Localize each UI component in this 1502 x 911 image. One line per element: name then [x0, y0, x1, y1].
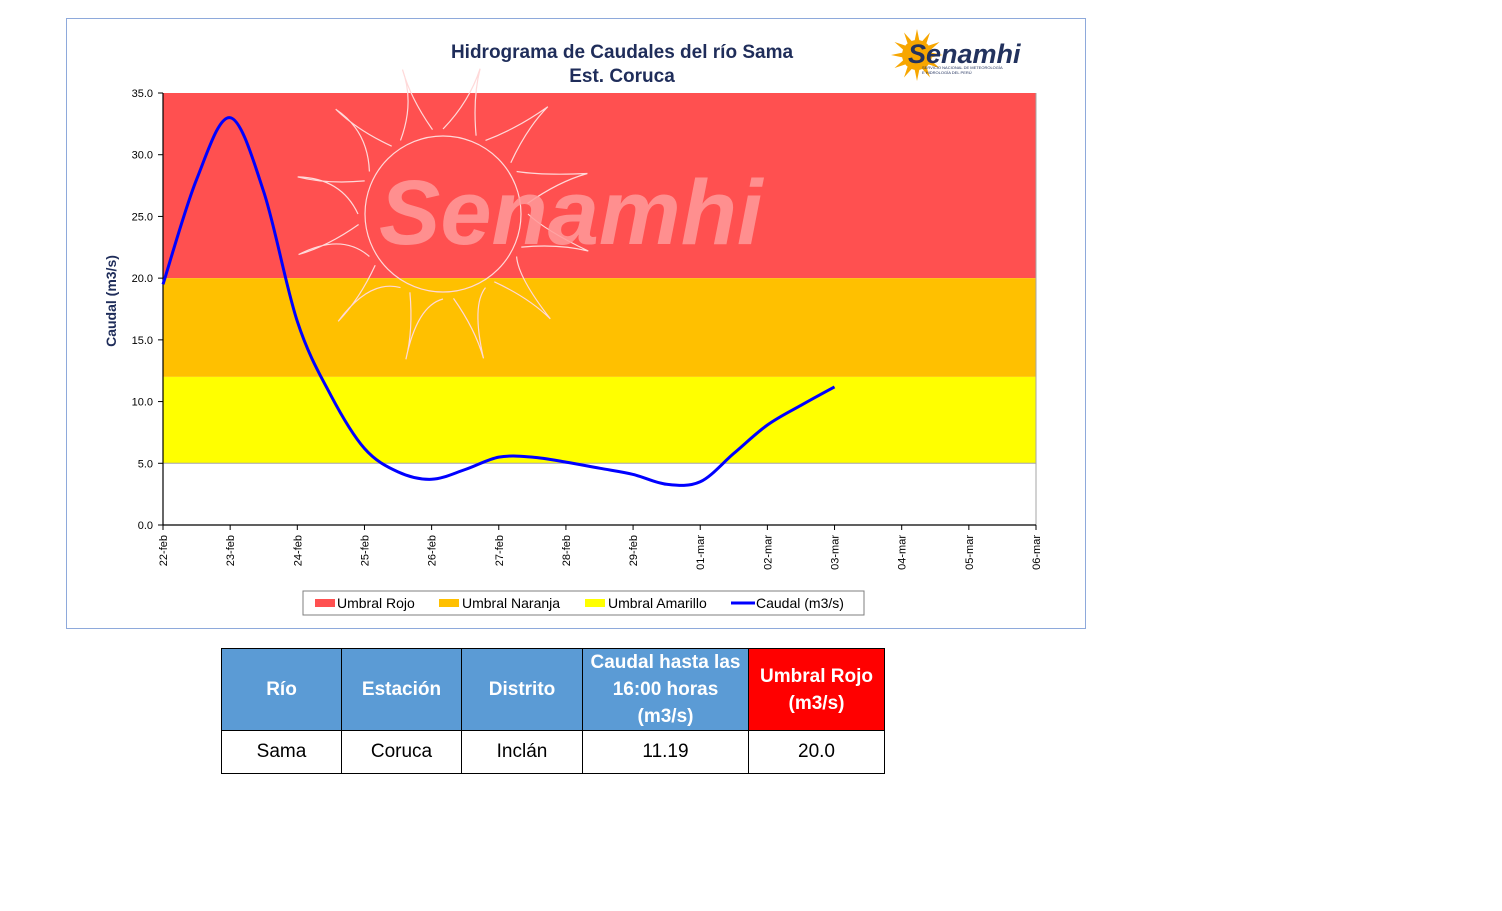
caudal-series [161, 116, 836, 487]
y-tick-label: 5.0 [138, 458, 153, 470]
y-tick-label: 0.0 [138, 520, 153, 532]
x-tick-label: 03-mar [830, 535, 842, 570]
y-tick-label: 15.0 [132, 335, 153, 347]
senamhi-logo: Senamhi SERVICIO NACIONAL DE METEOROLOGÍ… [891, 29, 1021, 81]
y-tick-label: 20.0 [132, 273, 153, 285]
sun-ray [927, 42, 940, 51]
sun-ray [914, 29, 920, 42]
sun-icon [297, 68, 589, 360]
threshold-bands [163, 93, 1037, 525]
x-tick-label: 22-feb [158, 535, 170, 566]
logo-text: Senamhi [908, 39, 1021, 69]
sun-ray [921, 65, 930, 78]
header-distrito: Distrito [461, 648, 583, 731]
chart-title-line2: Est. Coruca [569, 66, 675, 87]
y-tick-label: 10.0 [132, 397, 153, 409]
table-row: Sama Coruca Inclán 11.19 20.0 [221, 730, 885, 774]
y-tick-label: 30.0 [132, 150, 153, 162]
band-umbral-rojo [163, 93, 1036, 279]
watermark-ray [453, 287, 486, 359]
x-tick-label: 02-mar [762, 535, 774, 570]
watermark: Senamhi [297, 68, 765, 360]
header-rio: Río [221, 648, 342, 731]
caudal-line [161, 116, 836, 487]
watermark-ray [442, 68, 481, 136]
watermark-ray [485, 106, 549, 163]
x-tick-label: 23-feb [225, 535, 237, 566]
sun-ray [927, 59, 940, 68]
x-tick-label: 01-mar [695, 535, 707, 570]
x-tick-label: 05-mar [964, 535, 976, 570]
logo-subtitle-2: E HIDROLOGÍA DEL PERÚ [922, 70, 972, 75]
chart-frame: Hidrograma de Caudales del río Sama Est.… [66, 18, 1086, 629]
band-umbral-amarillo [163, 376, 1036, 464]
watermark-ray [516, 170, 588, 204]
x-tick-label: 27-feb [494, 535, 506, 566]
x-tick-label: 25-feb [359, 535, 371, 566]
chart-title-line1: Hidrograma de Caudales del río Sama [451, 42, 794, 63]
y-tick-label: 25.0 [132, 211, 153, 223]
legend-label-naranja: Umbral Naranja [462, 595, 560, 611]
cell-distrito: Inclán [461, 730, 583, 774]
watermark-text: Senamhi [379, 162, 765, 264]
watermark-ray [297, 176, 365, 215]
band-umbral-naranja [163, 278, 1036, 377]
hydrograph-chart: Hidrograma de Caudales del río Sama Est.… [103, 29, 1043, 616]
watermark-ray [494, 256, 551, 320]
legend-swatch-naranja [439, 599, 459, 607]
x-tick-label: 06-mar [1031, 535, 1043, 570]
legend-label-amarillo: Umbral Amarillo [608, 595, 707, 611]
header-umbral-rojo: Umbral Rojo (m3/s) [748, 648, 885, 731]
x-tick-label: 26-feb [427, 535, 439, 566]
legend-label-caudal: Caudal (m3/s) [756, 595, 844, 611]
sun-ray [930, 52, 943, 58]
station-table: Río Estación Distrito Caudal hasta las 1… [221, 648, 885, 774]
cell-caudal: 11.19 [582, 730, 749, 774]
legend-label-rojo: Umbral Rojo [337, 595, 415, 611]
sun-ray [921, 32, 930, 45]
header-caudal: Caudal hasta las 16:00 horas (m3/s) [582, 648, 749, 731]
sun-ray [891, 52, 904, 58]
sun-ray [904, 65, 913, 78]
x-tick-label: 29-feb [628, 535, 640, 566]
header-estacion: Estación [341, 648, 462, 731]
legend-swatch-rojo [315, 599, 335, 607]
watermark-ray [298, 224, 370, 257]
y-axis-label: Caudal (m3/s) [103, 255, 119, 347]
watermark-ray [521, 213, 589, 252]
cell-umbral-rojo: 20.0 [748, 730, 885, 774]
watermark-ray [405, 292, 444, 360]
sun-icon [891, 29, 943, 81]
sun-ray [894, 42, 907, 51]
sun-ray [894, 59, 907, 68]
legend-swatch-amarillo [585, 599, 605, 607]
chart-legend: Umbral Rojo Umbral Naranja Umbral Amaril… [302, 590, 865, 616]
cell-estacion: Coruca [341, 730, 462, 774]
x-tick-label: 28-feb [561, 535, 573, 566]
watermark-ray [335, 108, 392, 172]
watermark-ray [337, 265, 401, 322]
x-tick-label: 04-mar [897, 535, 909, 570]
cell-rio: Sama [221, 730, 342, 774]
sun-ray [914, 68, 920, 81]
table-header-row: Río Estación Distrito Caudal hasta las 1… [221, 648, 885, 731]
chart-axes: 0.0 5.0 10.0 15.0 20.0 25.0 30.0 35.0 22-feb 23-f… [132, 88, 1043, 570]
y-tick-label: 35.0 [132, 88, 153, 100]
sun-ray [904, 32, 913, 45]
logo-subtitle-1: SERVICIO NACIONAL DE METEOROLOGÍA [922, 65, 1003, 70]
x-tick-label: 24-feb [292, 535, 304, 566]
watermark-ray [399, 69, 433, 141]
